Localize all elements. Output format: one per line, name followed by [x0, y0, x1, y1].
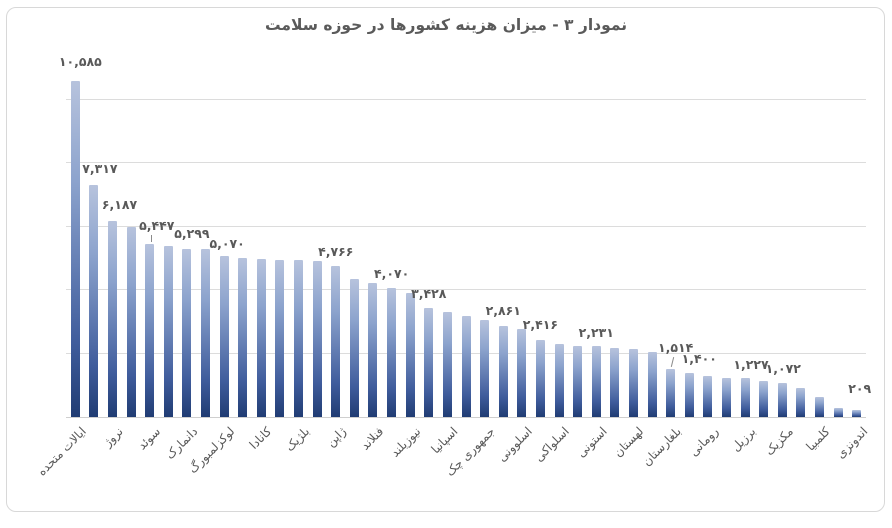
bar-value-label: ۵,۰۷۰	[209, 236, 245, 252]
bar	[628, 348, 638, 417]
gridline	[66, 162, 866, 164]
bar	[331, 265, 341, 417]
chart-title: نمودار ۳ - میزان هزینه کشورها در حوزه سل…	[264, 16, 628, 34]
bar-value-label: ۴,۷۶۶	[318, 243, 354, 259]
bar	[833, 408, 843, 417]
bar	[70, 81, 80, 417]
x-axis-label: ژاپن	[323, 424, 349, 450]
bar-value-label: ۱,۴۰۰	[681, 350, 717, 366]
bar	[740, 378, 750, 417]
gridline	[66, 225, 866, 227]
bar-value-label: ۱,۰۷۲	[765, 361, 801, 377]
x-axis-line	[66, 417, 866, 418]
bar	[405, 292, 415, 417]
x-axis-label: کانادا	[246, 424, 275, 452]
bar-value-label: ۶,۱۸۷	[101, 196, 138, 212]
bar	[442, 311, 452, 417]
bar-value-label: ۲۰۹	[848, 381, 872, 397]
bar	[498, 326, 508, 417]
bar	[535, 340, 545, 417]
bar	[275, 259, 285, 417]
x-axis-label: کلمبیا	[803, 424, 833, 454]
bar-value-label: ۱,۲۲۷	[733, 357, 769, 373]
x-axis-label: سوئد	[134, 424, 163, 453]
bar	[256, 259, 266, 417]
bar	[554, 344, 564, 417]
bar-value-label: ۱,۵۱۴	[658, 340, 694, 356]
x-axis-label: اسپانیا	[428, 424, 461, 457]
bar-value-label: ۴,۰۷۰	[373, 265, 410, 281]
x-axis-label: مکزیک	[761, 424, 796, 459]
bar-value-label: ۱۰,۵۸۵	[58, 54, 102, 70]
bar	[721, 377, 731, 417]
bar	[126, 227, 136, 417]
bar	[368, 282, 378, 417]
bar-value-label: ۵,۴۴۷	[139, 218, 175, 234]
plot-area: ۱۰,۵۸۵ ۷,۳۱۷ ۶,۱۸۷ ۵,۴۴۷ ۵,۲۹۹ ۵,۰۷۰ ۴,۷۶۶ ۴,۰۷…	[59, 54, 871, 418]
leader-line	[150, 235, 152, 243]
gridline	[66, 289, 866, 291]
bar	[387, 287, 397, 417]
bar	[480, 320, 490, 417]
x-axis-label: استونی	[573, 424, 610, 461]
bar	[647, 351, 657, 417]
x-axis-label: لهستان	[611, 424, 647, 460]
bar	[666, 369, 676, 417]
bar	[573, 346, 583, 417]
bar-value-label: ۲,۸۶۱	[485, 303, 521, 319]
bar-value-label: ۲,۴۱۶	[522, 317, 559, 333]
bar	[703, 376, 713, 417]
leader-line	[670, 357, 674, 367]
bar	[349, 279, 359, 417]
x-axis-label: فنلاند	[357, 424, 387, 453]
gridline	[66, 99, 866, 100]
bar	[424, 308, 434, 417]
bar	[684, 372, 694, 417]
bar	[145, 244, 155, 417]
bar-value-label: ۲,۲۳۱	[578, 325, 614, 341]
x-axis-label: اندونزی	[833, 424, 870, 462]
bar	[238, 258, 248, 417]
bar	[312, 261, 322, 417]
bar	[294, 260, 304, 417]
x-axis-labels: ایالات متحده نروژ سوئد دانمارک لوکزلمبورگ کان…	[34, 417, 870, 522]
bar	[461, 315, 471, 417]
x-axis-label: بلغارستان	[639, 424, 684, 469]
bar	[796, 387, 806, 417]
x-axis-label: اسلواکی	[532, 424, 573, 465]
bar	[182, 249, 192, 417]
bar	[852, 410, 862, 417]
bar	[777, 383, 787, 417]
bar	[517, 328, 527, 417]
bar	[108, 220, 117, 417]
bar	[814, 397, 824, 417]
bar-value-label: ۵,۲۹۹	[174, 226, 210, 242]
x-axis-label: اسلوونی	[494, 424, 536, 465]
x-axis-label: برزیل	[728, 424, 759, 455]
bar	[163, 245, 173, 417]
x-axis-label: رومانی	[686, 424, 722, 459]
bar-value-label: ۷,۳۱۷	[82, 161, 118, 177]
x-axis-label: نیوزیلند	[387, 424, 424, 460]
bar	[219, 256, 229, 417]
bar	[759, 380, 769, 417]
bar	[89, 185, 99, 417]
x-axis-label: نروژ	[100, 424, 126, 450]
bar	[591, 346, 601, 417]
bar	[201, 249, 211, 417]
bar-value-label: ۳,۴۲۸	[411, 286, 447, 302]
x-axis-label: بلژیک	[282, 424, 312, 455]
bar	[610, 347, 620, 417]
